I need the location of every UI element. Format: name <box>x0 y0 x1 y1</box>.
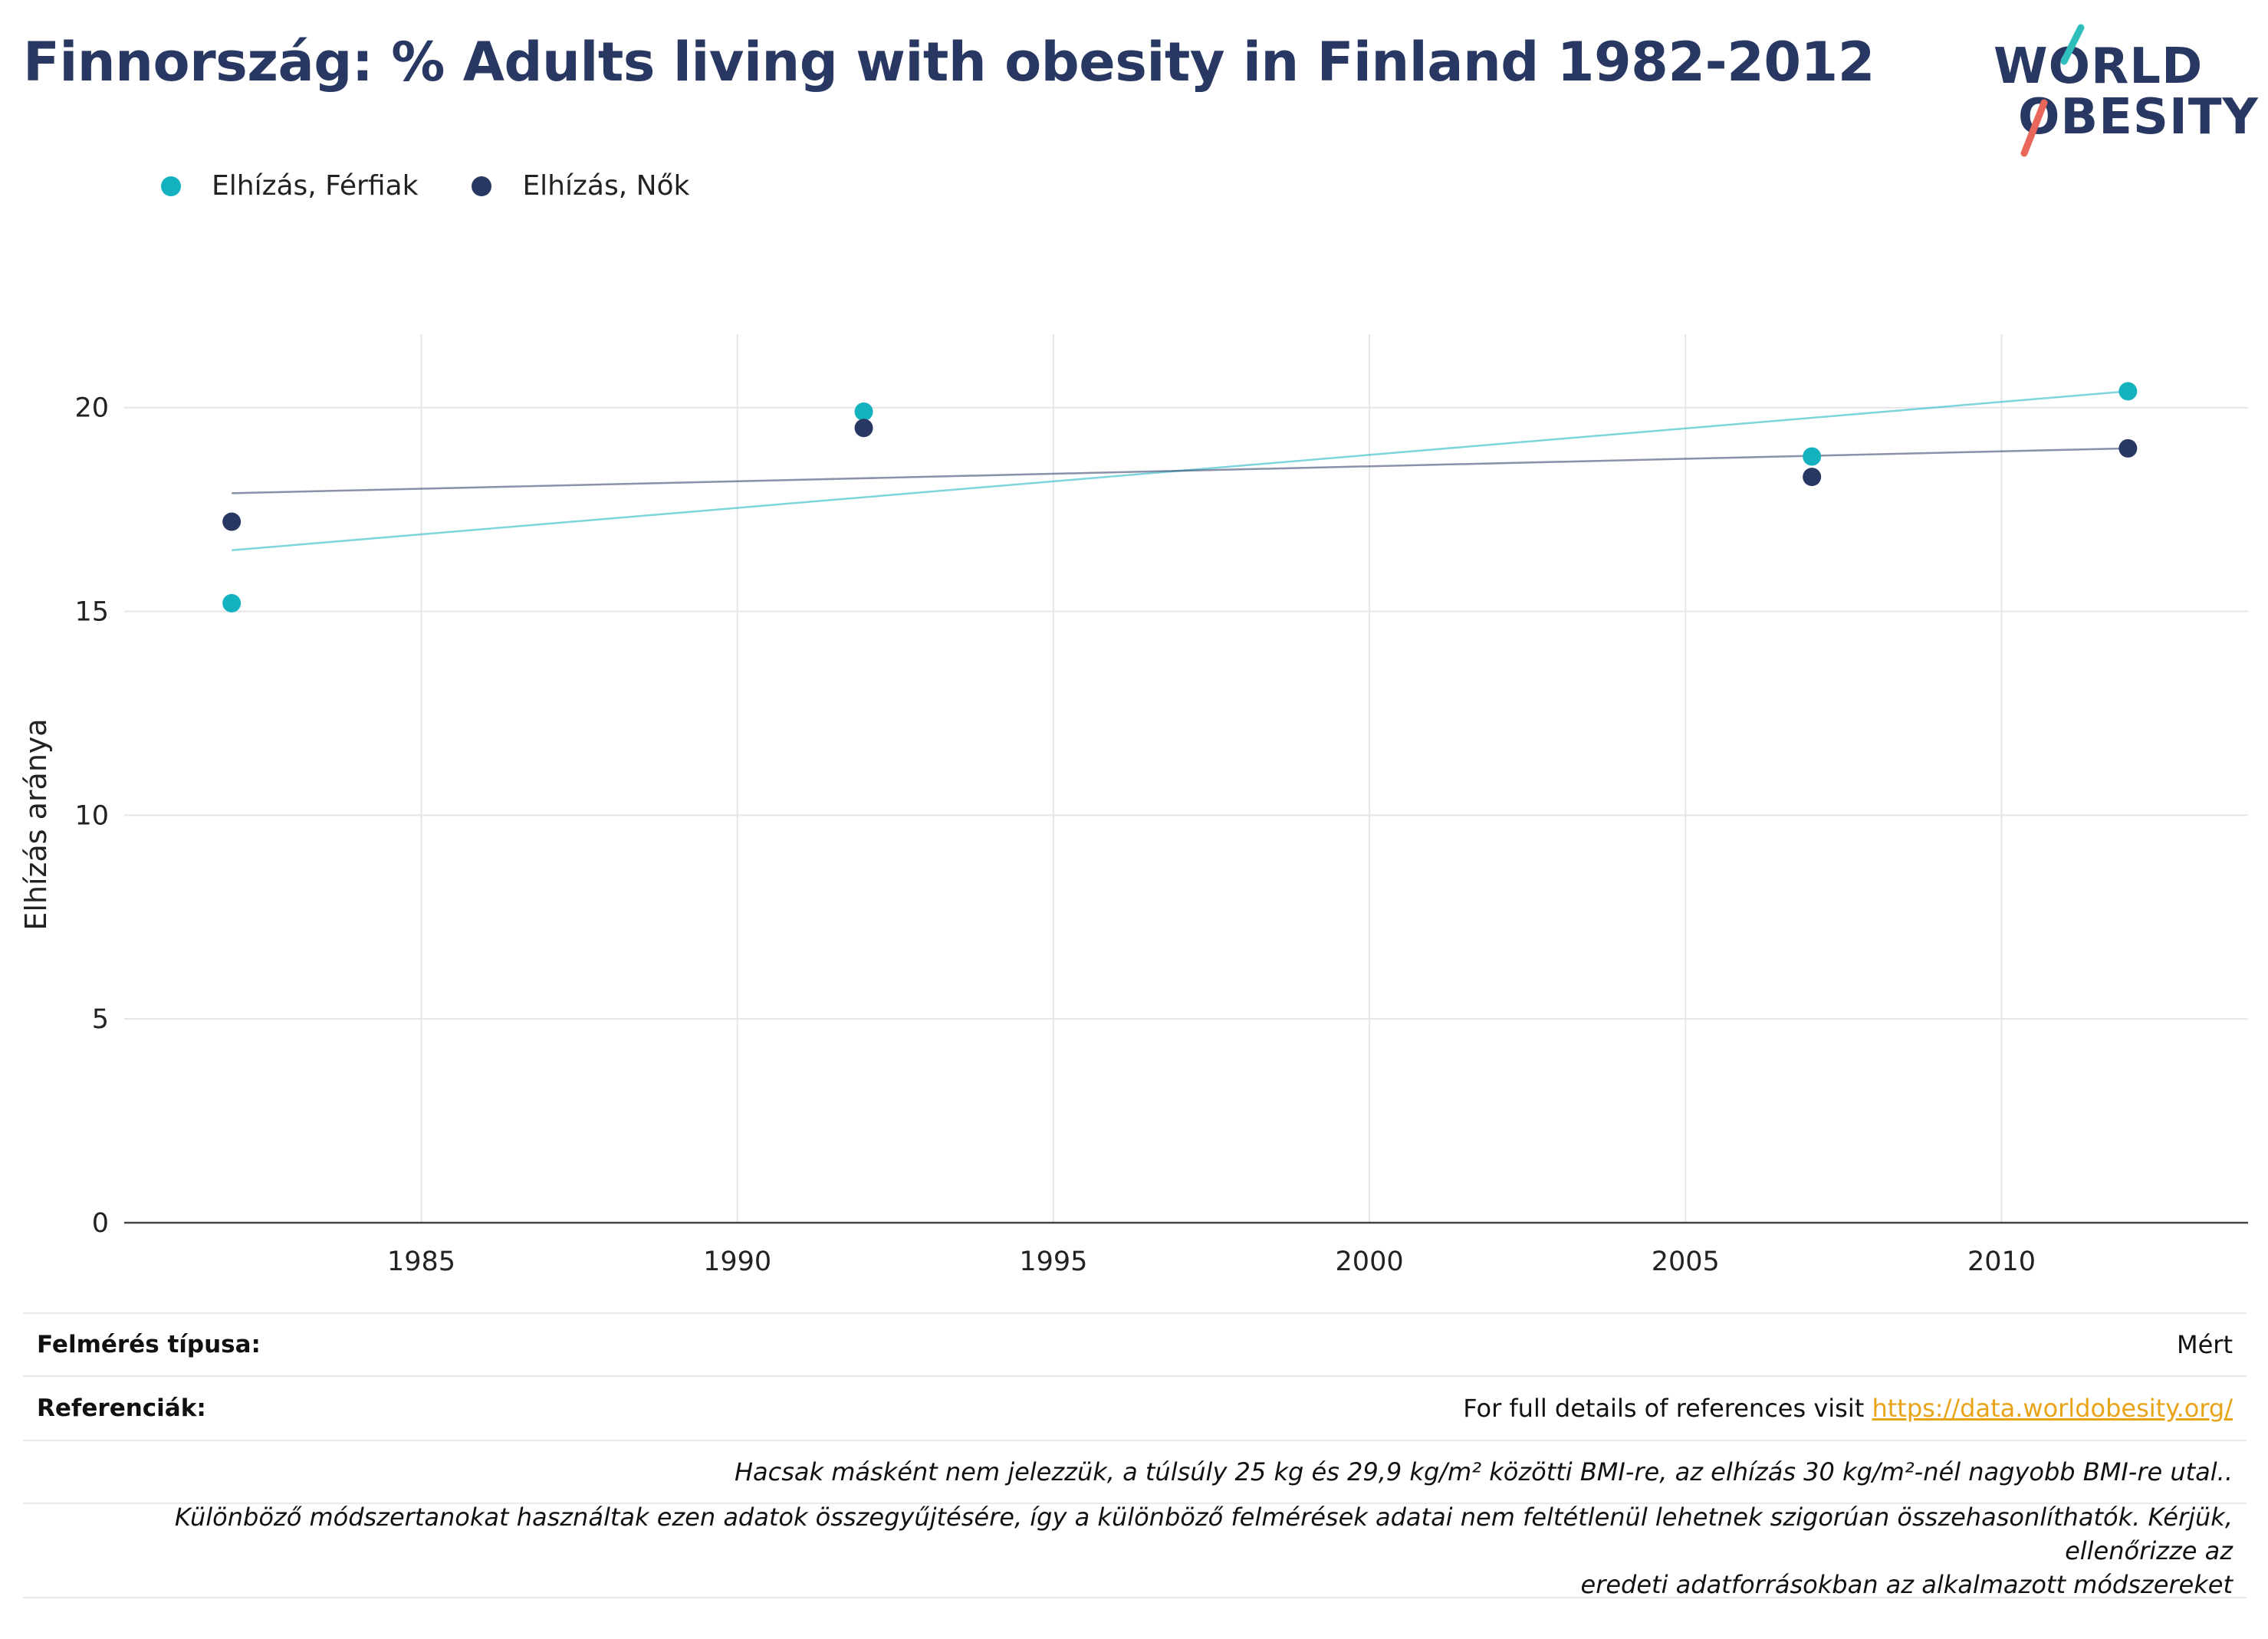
legend-label-men: Elhízás, Férfiak <box>212 170 419 202</box>
data-point-men <box>222 593 242 613</box>
world-obesity-logo: WORLD OBESITY <box>1994 21 2258 159</box>
data-point-men <box>2118 382 2138 401</box>
grid-vertical <box>420 334 2003 1223</box>
x-tick-label: 1995 <box>1019 1246 1087 1277</box>
trend-lines <box>232 390 2128 552</box>
bmi-note: Hacsak másként nem jelezzük, a túlsúly 2… <box>734 1457 2233 1486</box>
data-point-women <box>2118 438 2138 458</box>
data-point-women <box>1803 468 1822 487</box>
data-point-women <box>222 512 242 531</box>
references-label: Referenciák: <box>37 1394 206 1422</box>
data-point-men <box>854 402 873 422</box>
y-axis-ticks: 0 5 10 15 20 <box>74 393 109 1239</box>
survey-type-label: Felmérés típusa: <box>37 1331 261 1358</box>
survey-type-row: Felmérés típusa: Mért <box>23 1312 2247 1375</box>
y-tick-label: 0 <box>92 1208 109 1239</box>
data-point-women <box>854 419 873 438</box>
references-row: Referenciák: For full details of referen… <box>23 1375 2247 1440</box>
logo-word-obesity: OBESITY <box>2018 89 2259 146</box>
logo-slash-icon <box>2020 24 2085 157</box>
x-tick-label: 2010 <box>1967 1246 2036 1277</box>
legend: Elhízás, Férfiak Elhízás, Nők <box>161 170 743 202</box>
info-table: Felmérés típusa: Mért Referenciák: For f… <box>23 1312 2247 1601</box>
logo-word-world: WORLD <box>1994 38 2204 95</box>
bmi-note-row: Hacsak másként nem jelezzük, a túlsúly 2… <box>23 1440 2247 1503</box>
trend-line-women <box>232 447 2128 494</box>
x-tick-label: 1985 <box>387 1246 455 1277</box>
x-tick-label: 1990 <box>703 1246 771 1277</box>
chart-title: Finnország: % Adults living with obesity… <box>23 31 1875 94</box>
y-tick-label: 15 <box>74 597 109 628</box>
methodology-note: Különböző módszertanokat használtak ezen… <box>37 1500 2233 1601</box>
y-axis-title: Elhízás aránya <box>19 718 53 930</box>
references-link[interactable]: https://data.worldobesity.org/ <box>1872 1394 2233 1423</box>
references-text: For full details of references visit <box>1463 1394 1872 1423</box>
x-tick-label: 2005 <box>1652 1246 1720 1277</box>
legend-label-women: Elhízás, Nők <box>522 170 690 202</box>
legend-marker-women <box>472 176 492 196</box>
x-axis-ticks: 1985 1990 1995 2000 2005 2010 <box>387 1246 2036 1277</box>
references-text-wrap: For full details of references visit htt… <box>1463 1394 2233 1423</box>
legend-item-men[interactable]: Elhízás, Férfiak <box>161 170 418 202</box>
data-point-men <box>1803 447 1822 466</box>
methodology-note-line1: Különböző módszertanokat használtak ezen… <box>174 1502 2233 1565</box>
x-tick-label: 2000 <box>1336 1246 1404 1277</box>
y-tick-label: 20 <box>74 393 109 424</box>
legend-marker-men <box>161 176 181 196</box>
grid-horizontal <box>124 406 2248 1020</box>
y-tick-label: 10 <box>74 800 109 831</box>
y-tick-label: 5 <box>92 1004 109 1035</box>
methodology-note-line2: eredeti adatforrásokban az alkalmazott m… <box>1580 1569 2233 1599</box>
data-points <box>222 382 2138 613</box>
methodology-note-row: Különböző módszertanokat használtak ezen… <box>23 1500 2247 1601</box>
legend-item-women[interactable]: Elhízás, Nők <box>472 170 689 202</box>
survey-type-value: Mért <box>2177 1330 2233 1359</box>
scatter-chart: 1985 1990 1995 2000 2005 2010 0 5 10 15 20 Elhízá… <box>19 334 2248 1277</box>
